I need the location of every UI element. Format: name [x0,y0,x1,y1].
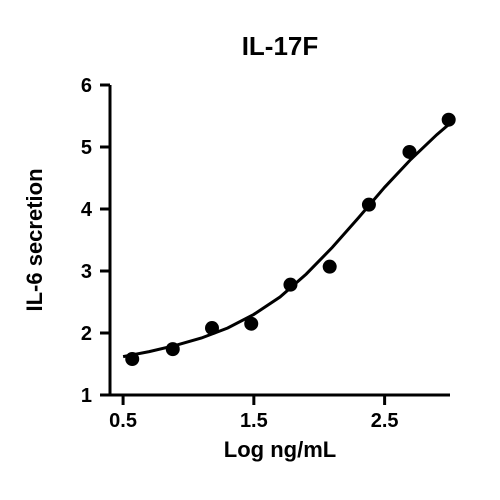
data-point [283,278,297,292]
x-tick-label: 1.5 [240,410,268,432]
chart-title: IL-17F [242,31,319,61]
dose-response-chart: IL-17F 0.5 1.5 2.5 1 2 3 4 5 6 Log ng/mL IL-6 secre… [0,0,500,500]
x-tick-label: 2.5 [371,410,399,432]
y-tick-label: 2 [81,323,92,345]
x-tick-label: 0.5 [109,410,137,432]
y-tick-label: 6 [81,75,92,97]
data-point [244,317,258,331]
data-point [125,352,139,366]
data-point [402,145,416,159]
y-tick-label: 5 [81,137,92,159]
y-axis-title: IL-6 secretion [22,168,47,311]
data-point [166,342,180,356]
chart-container: IL-17F 0.5 1.5 2.5 1 2 3 4 5 6 Log ng/mL IL-6 secre… [0,0,500,500]
y-tick-label: 4 [81,199,93,221]
data-point [442,113,456,127]
data-point [205,321,219,335]
x-axis-title: Log ng/mL [224,437,336,462]
data-point [362,198,376,212]
y-tick-label: 3 [81,261,92,283]
y-tick-label: 1 [81,385,92,407]
data-point [323,260,337,274]
